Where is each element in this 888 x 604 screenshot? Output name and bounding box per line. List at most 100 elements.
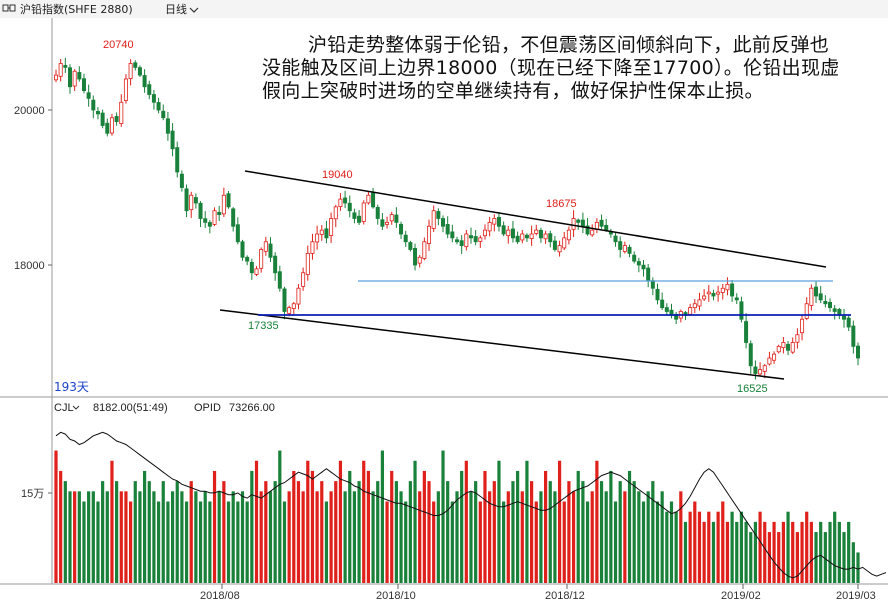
candle-body	[702, 295, 707, 300]
candle-body	[776, 345, 781, 353]
volume-bar	[576, 470, 580, 583]
opid-value: 73266.00	[229, 402, 275, 414]
candle	[422, 237, 427, 261]
candle	[268, 237, 273, 262]
candle	[245, 255, 250, 266]
candle	[734, 293, 739, 305]
volume-bar	[63, 481, 67, 583]
candle-body	[91, 99, 96, 111]
candle	[580, 212, 585, 234]
candle	[352, 208, 357, 224]
volume-bar	[91, 491, 95, 583]
candle	[599, 214, 604, 229]
candle-body	[851, 325, 856, 347]
candle-body	[786, 343, 791, 351]
candle	[748, 340, 753, 374]
candle	[646, 264, 651, 288]
volume-bar	[828, 521, 832, 583]
candle-body	[534, 229, 539, 234]
volume-bar	[124, 491, 128, 583]
volume-bar	[833, 511, 837, 583]
volume-bar	[599, 481, 604, 583]
candle-body	[473, 236, 478, 243]
x-tick-label: 2018/10	[376, 590, 416, 602]
volume-bar	[711, 521, 716, 583]
volume-bar	[702, 521, 706, 583]
indicator-chevron-icon[interactable]	[72, 405, 80, 410]
period-selector[interactable]: 日线	[165, 2, 187, 16]
volume-bar	[427, 481, 431, 583]
candle-body	[487, 221, 492, 232]
candle-body	[287, 307, 292, 314]
volume-bar	[413, 460, 417, 583]
candle	[221, 187, 226, 218]
candle	[315, 225, 320, 250]
candle	[660, 292, 665, 310]
candle-body	[301, 272, 306, 287]
candle	[305, 245, 310, 281]
candle-body	[613, 235, 618, 243]
window-icon[interactable]	[2, 4, 16, 12]
volume-bar	[217, 491, 221, 583]
candle	[851, 320, 856, 354]
candle	[291, 301, 296, 315]
volume-bar	[483, 470, 487, 583]
candle-body	[296, 287, 301, 305]
candle-body	[748, 343, 753, 367]
candle	[105, 118, 110, 137]
candle	[674, 312, 679, 324]
candle-body	[277, 271, 282, 289]
opid-line	[55, 431, 887, 579]
candle-body	[548, 233, 553, 243]
volume-bar	[306, 460, 310, 583]
candle-body	[95, 111, 100, 115]
candle-body	[86, 92, 91, 99]
candle-body	[823, 300, 828, 305]
candle	[417, 254, 422, 268]
volume-bar	[492, 481, 496, 583]
candle	[650, 277, 655, 296]
volume-bar	[595, 460, 599, 583]
candle-body	[123, 78, 128, 101]
candle	[450, 224, 455, 243]
candle	[594, 218, 599, 234]
volume-bar	[688, 511, 692, 583]
chevron-down-icon[interactable]	[189, 7, 199, 13]
candle	[445, 216, 450, 239]
volume-bar	[683, 521, 688, 583]
volume-bar	[54, 450, 58, 583]
candle	[217, 205, 222, 222]
volume-bar	[68, 491, 72, 583]
candle	[179, 170, 184, 192]
candle	[249, 258, 254, 280]
candle	[189, 191, 194, 218]
candle	[142, 69, 147, 93]
indicator-name[interactable]: CJL	[54, 402, 74, 414]
volume-bar	[422, 470, 426, 583]
volume-bar	[161, 481, 165, 583]
volume-bar	[641, 501, 646, 583]
volume-bar	[324, 501, 329, 583]
volume-bar	[805, 511, 809, 583]
volume-bar	[138, 491, 142, 583]
volume-bar	[562, 501, 566, 583]
candle-body	[291, 303, 296, 309]
candle-body	[464, 233, 469, 248]
volume-bar	[613, 501, 618, 583]
candle	[54, 69, 59, 83]
volume-bar	[371, 491, 375, 583]
candle	[119, 94, 124, 127]
candle-body	[753, 366, 758, 374]
volume-bar	[352, 491, 357, 583]
volume-bar	[660, 491, 664, 583]
candle-body	[422, 241, 427, 259]
volume-bar	[282, 501, 287, 583]
candle-body	[828, 301, 833, 309]
volume-bar	[525, 460, 529, 583]
volume-bar	[390, 470, 394, 583]
candle	[482, 224, 487, 240]
volume-bar	[226, 501, 231, 583]
volume-bar	[623, 491, 627, 583]
candle	[501, 221, 506, 237]
candle-body	[716, 291, 721, 295]
